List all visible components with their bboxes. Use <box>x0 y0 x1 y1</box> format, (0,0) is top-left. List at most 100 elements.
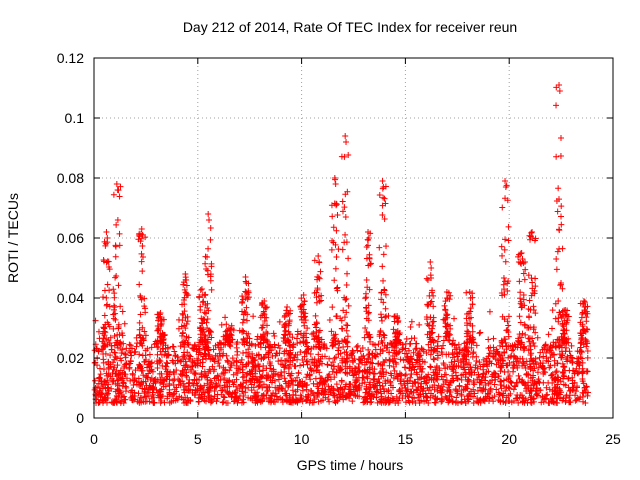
data-point <box>184 313 191 320</box>
data-point <box>260 362 267 369</box>
data-point <box>112 388 119 395</box>
data-point <box>379 212 386 219</box>
data-point <box>584 354 591 361</box>
data-point <box>110 191 117 198</box>
data-point <box>183 282 190 289</box>
data-point <box>170 343 177 350</box>
data-point <box>386 357 393 364</box>
data-point <box>300 306 307 313</box>
data-point <box>239 374 246 381</box>
data-point <box>407 340 414 347</box>
data-point <box>101 381 108 388</box>
data-point <box>558 389 565 396</box>
data-point <box>228 325 235 332</box>
data-point <box>550 399 557 406</box>
data-point <box>423 275 430 282</box>
data-point <box>205 353 212 360</box>
data-point <box>103 229 110 235</box>
data-point <box>238 299 245 306</box>
data-point <box>583 308 590 315</box>
data-point <box>226 367 233 374</box>
data-point <box>202 253 209 260</box>
data-point <box>93 345 100 352</box>
data-point <box>192 371 199 378</box>
data-point <box>333 369 340 376</box>
data-point <box>223 335 230 342</box>
data-point <box>441 302 448 309</box>
data-point <box>329 237 336 244</box>
data-point <box>112 316 119 323</box>
data-point <box>147 363 154 370</box>
data-point <box>116 387 123 394</box>
data-point <box>556 88 563 94</box>
data-point <box>425 399 432 406</box>
data-point <box>130 381 137 388</box>
data-point <box>343 282 350 289</box>
data-point <box>138 296 145 303</box>
data-point <box>224 399 231 406</box>
data-point <box>294 374 301 381</box>
data-point <box>440 361 447 368</box>
x-tick-label: 5 <box>194 431 202 447</box>
data-point <box>344 333 351 340</box>
y-tick-label: 0.06 <box>57 230 84 246</box>
data-point <box>362 368 369 375</box>
data-point <box>559 285 566 292</box>
data-point <box>381 334 388 341</box>
data-point <box>365 346 372 353</box>
data-point <box>554 248 561 255</box>
data-point <box>315 351 322 358</box>
data-point <box>315 334 322 341</box>
data-point <box>393 344 400 351</box>
data-point <box>270 330 277 337</box>
data-point <box>136 319 143 326</box>
data-point <box>499 252 506 259</box>
data-point <box>568 342 575 349</box>
data-point <box>297 330 304 337</box>
data-point <box>516 313 523 320</box>
data-point <box>211 387 218 394</box>
data-point <box>544 346 551 353</box>
data-point <box>562 307 569 313</box>
data-point <box>497 381 504 388</box>
data-point <box>573 388 580 395</box>
data-point <box>105 390 112 397</box>
data-point <box>573 365 580 372</box>
data-point <box>530 339 537 346</box>
data-point <box>181 286 188 293</box>
data-point <box>443 312 450 319</box>
data-point <box>502 336 509 343</box>
data-point <box>328 246 335 253</box>
data-point <box>275 342 282 349</box>
data-point <box>467 393 474 400</box>
data-point <box>191 377 198 384</box>
data-point <box>127 342 134 349</box>
data-point <box>341 386 348 393</box>
data-point <box>312 312 319 319</box>
data-point <box>185 387 192 394</box>
data-point <box>416 321 423 328</box>
data-point <box>517 298 524 305</box>
data-point <box>311 257 318 264</box>
data-point <box>240 350 247 357</box>
data-point <box>534 334 541 341</box>
data-point <box>486 350 493 357</box>
data-point <box>517 250 524 257</box>
data-point <box>557 153 564 160</box>
data-point <box>264 374 271 381</box>
data-point <box>403 335 410 342</box>
data-point <box>281 375 288 382</box>
data-point <box>500 392 507 399</box>
data-point <box>412 340 419 347</box>
data-point <box>181 389 188 396</box>
data-point <box>262 344 269 351</box>
data-point <box>103 336 110 343</box>
data-point <box>95 328 102 335</box>
data-point <box>584 348 591 355</box>
data-point <box>178 371 185 378</box>
data-point <box>504 318 511 325</box>
data-point <box>271 332 278 339</box>
data-point <box>298 394 305 401</box>
data-point <box>219 370 226 377</box>
data-point <box>166 380 173 387</box>
